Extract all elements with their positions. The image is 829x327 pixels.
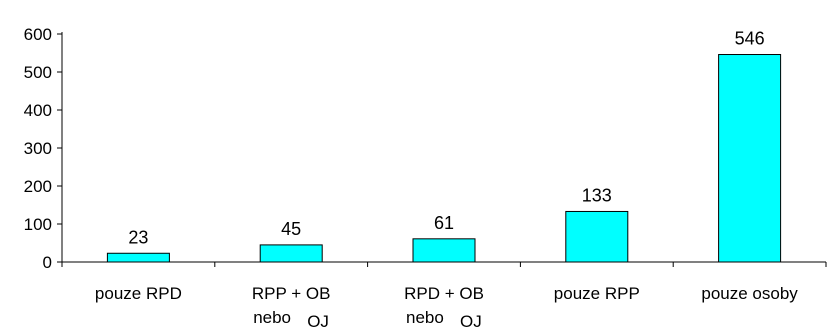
y-tick-label: 500 [24, 63, 52, 82]
y-axis: 0 100 200 300 400 500 600 [24, 25, 63, 272]
bar [412, 238, 476, 263]
y-tick-label: 0 [43, 253, 52, 272]
data-label: 45 [281, 219, 301, 239]
data-labels: 23 45 61 133 546 [128, 29, 764, 248]
category-label: nebo [406, 308, 444, 327]
bars [106, 54, 782, 263]
y-tick-label: 200 [24, 177, 52, 196]
y-tick-label: 400 [24, 101, 52, 120]
bar [106, 252, 170, 263]
data-label: 546 [735, 29, 765, 49]
category-label: nebo [253, 308, 291, 327]
category-label: OJ [460, 312, 482, 327]
y-tick-label: 600 [24, 25, 52, 44]
data-label: 23 [128, 227, 148, 247]
y-tick-label: 100 [24, 215, 52, 234]
category-label: RPD + OB [404, 284, 484, 303]
data-label: 133 [582, 185, 612, 205]
category-label: pouze osoby [701, 284, 798, 303]
y-tick-label: 300 [24, 139, 52, 158]
bar [565, 210, 629, 263]
category-label: pouze RPD [95, 284, 182, 303]
category-label: OJ [307, 312, 329, 327]
category-label: pouze RPP [554, 284, 640, 303]
category-label: RPP + OB [252, 284, 331, 303]
bar [259, 244, 323, 263]
category-labels: pouze RPD RPP + OB nebo OJ RPD + OB nebo OJ pou… [95, 284, 798, 327]
bar [718, 54, 782, 263]
data-label: 61 [434, 213, 454, 233]
x-axis [61, 261, 827, 267]
